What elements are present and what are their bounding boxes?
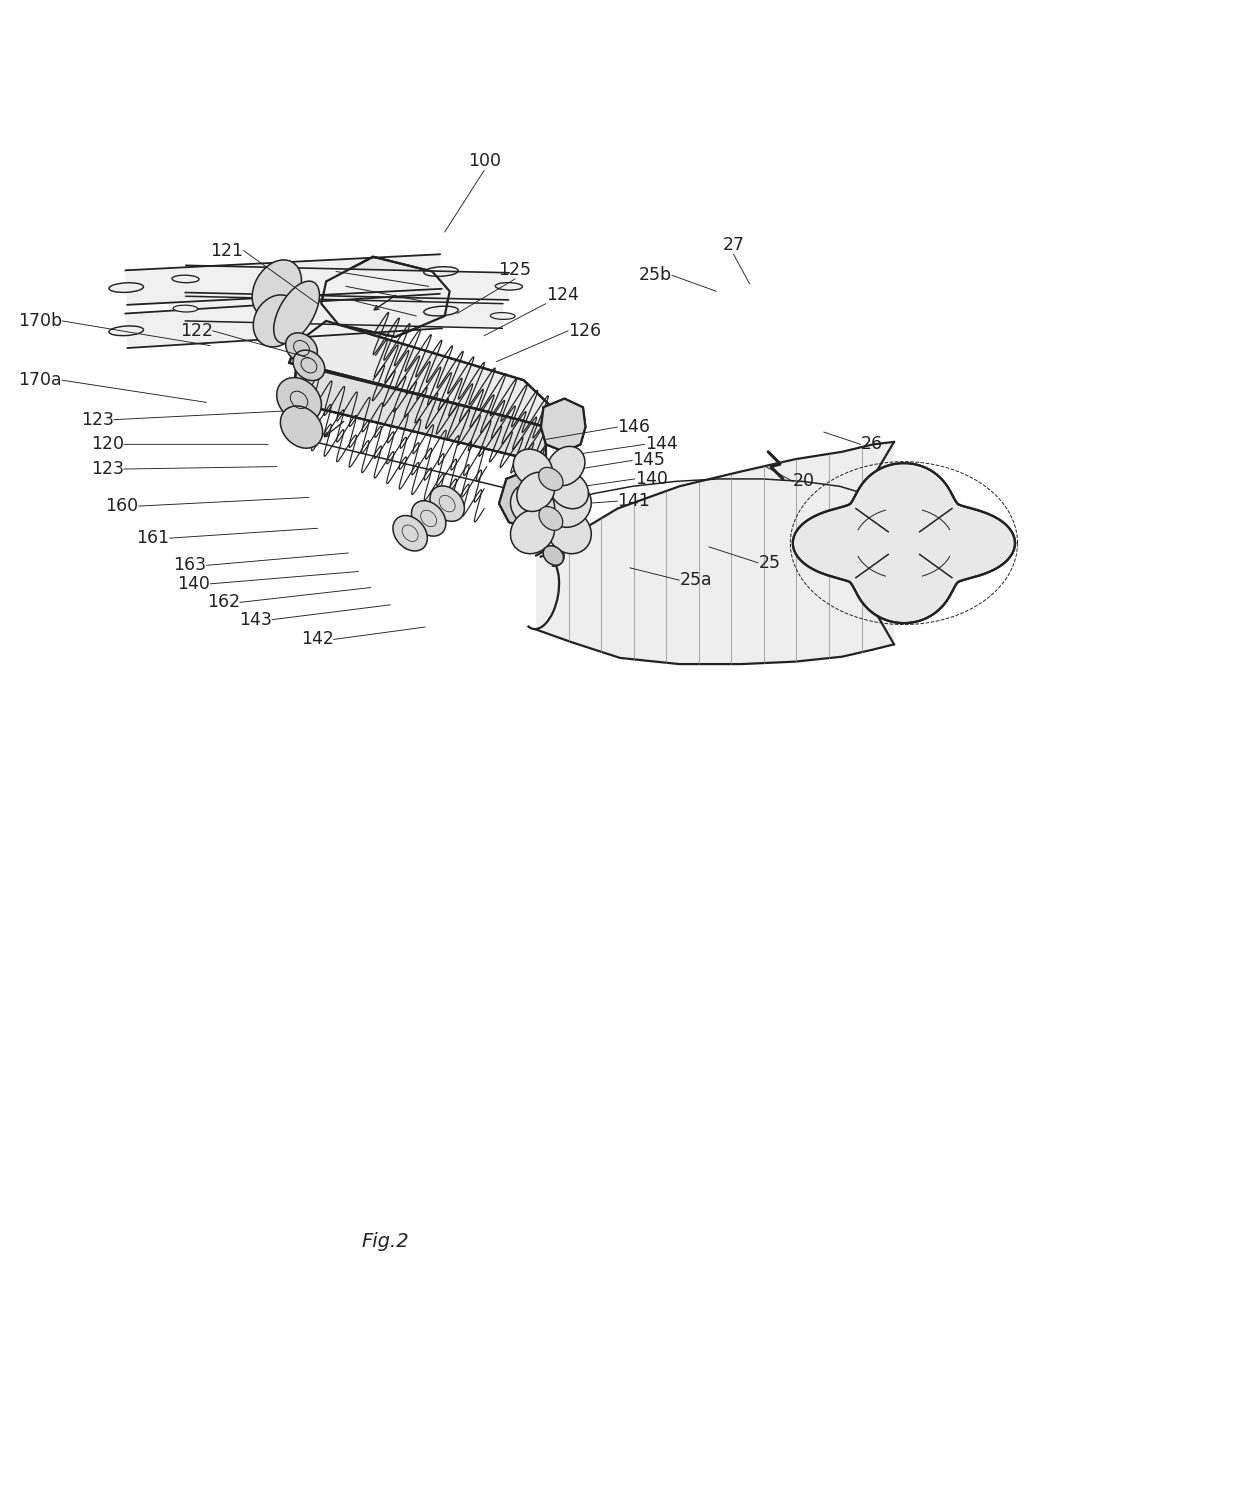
Ellipse shape (548, 485, 558, 507)
Text: 126: 126 (568, 321, 601, 339)
Text: 121: 121 (211, 242, 243, 260)
Ellipse shape (539, 506, 563, 530)
Polygon shape (498, 468, 564, 531)
Text: 145: 145 (632, 452, 665, 470)
Ellipse shape (412, 501, 446, 536)
Polygon shape (185, 266, 510, 300)
Ellipse shape (511, 509, 554, 554)
Ellipse shape (280, 405, 322, 449)
Text: 143: 143 (239, 611, 272, 629)
Polygon shape (529, 492, 565, 540)
Ellipse shape (109, 326, 144, 336)
Text: 141: 141 (618, 492, 651, 510)
Polygon shape (541, 399, 585, 452)
Text: 25b: 25b (639, 266, 672, 284)
Text: 161: 161 (136, 530, 170, 548)
Text: 100: 100 (467, 152, 501, 170)
Ellipse shape (285, 333, 317, 363)
Ellipse shape (490, 312, 515, 320)
Text: 170b: 170b (17, 312, 62, 330)
Text: 140: 140 (177, 575, 210, 593)
Ellipse shape (109, 282, 144, 293)
Ellipse shape (424, 306, 459, 315)
Text: 26: 26 (861, 435, 883, 453)
Polygon shape (125, 294, 443, 348)
Ellipse shape (174, 305, 198, 312)
Ellipse shape (274, 281, 320, 344)
Ellipse shape (543, 546, 563, 566)
Text: 146: 146 (618, 419, 651, 437)
Ellipse shape (547, 509, 591, 554)
Ellipse shape (430, 486, 464, 521)
Text: 140: 140 (635, 470, 667, 488)
Ellipse shape (536, 525, 546, 549)
Text: 25: 25 (758, 554, 780, 572)
Text: 27: 27 (723, 236, 744, 254)
Ellipse shape (252, 260, 301, 318)
Ellipse shape (495, 282, 522, 290)
Ellipse shape (549, 471, 589, 509)
Polygon shape (293, 363, 546, 467)
Ellipse shape (172, 275, 200, 282)
Polygon shape (792, 464, 1016, 623)
Text: 20: 20 (792, 473, 815, 491)
Text: 123: 123 (91, 459, 124, 477)
Text: 170a: 170a (19, 371, 62, 389)
Ellipse shape (513, 449, 553, 486)
Ellipse shape (547, 446, 585, 486)
Text: 120: 120 (91, 435, 124, 453)
Text: 160: 160 (105, 497, 139, 515)
Ellipse shape (277, 378, 321, 422)
Ellipse shape (538, 467, 563, 491)
Text: Fig.2: Fig.2 (362, 1232, 409, 1252)
Text: 125: 125 (498, 261, 532, 279)
Polygon shape (321, 257, 450, 336)
Text: 123: 123 (81, 411, 114, 429)
Polygon shape (185, 296, 503, 329)
Ellipse shape (517, 473, 554, 512)
Text: 163: 163 (174, 557, 207, 575)
Text: 144: 144 (645, 435, 677, 453)
Polygon shape (289, 321, 552, 428)
Polygon shape (125, 254, 441, 305)
Ellipse shape (424, 267, 459, 276)
Text: 162: 162 (207, 593, 239, 611)
Text: 142: 142 (301, 630, 334, 648)
Text: 124: 124 (546, 285, 579, 303)
Text: 122: 122 (180, 321, 212, 339)
Ellipse shape (393, 515, 428, 551)
Ellipse shape (293, 350, 325, 381)
Text: 25a: 25a (680, 572, 712, 590)
Ellipse shape (547, 483, 591, 527)
Ellipse shape (253, 294, 300, 347)
Polygon shape (536, 441, 894, 663)
Ellipse shape (511, 483, 554, 527)
